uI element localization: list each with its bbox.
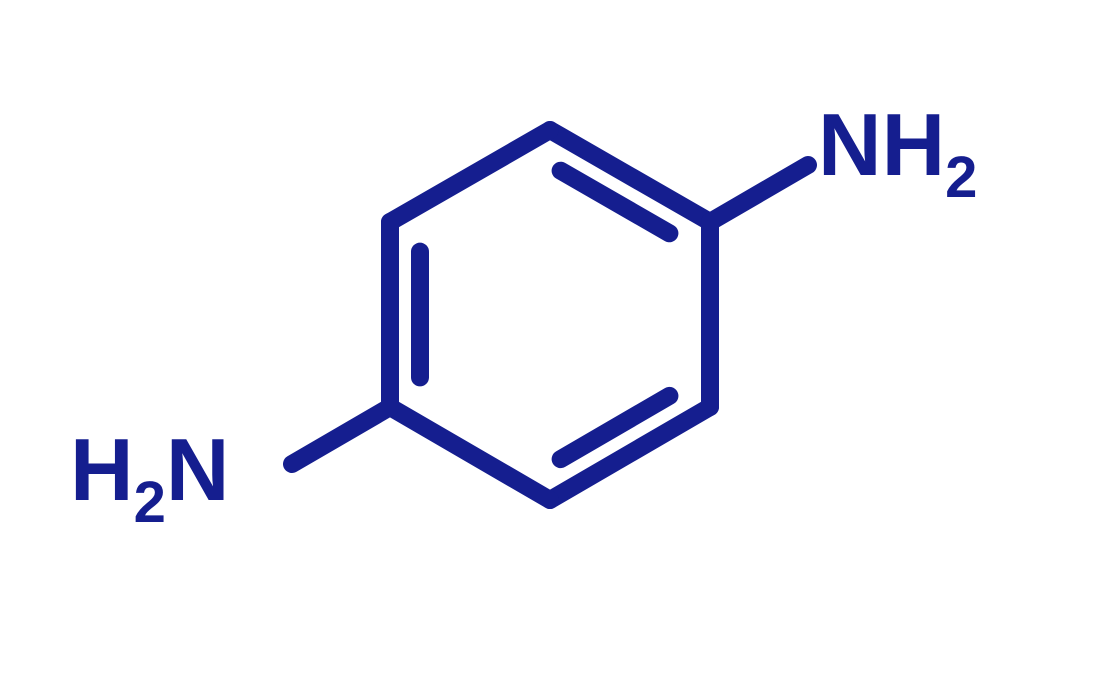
molecule-diagram: NH2H2N	[0, 0, 1100, 696]
